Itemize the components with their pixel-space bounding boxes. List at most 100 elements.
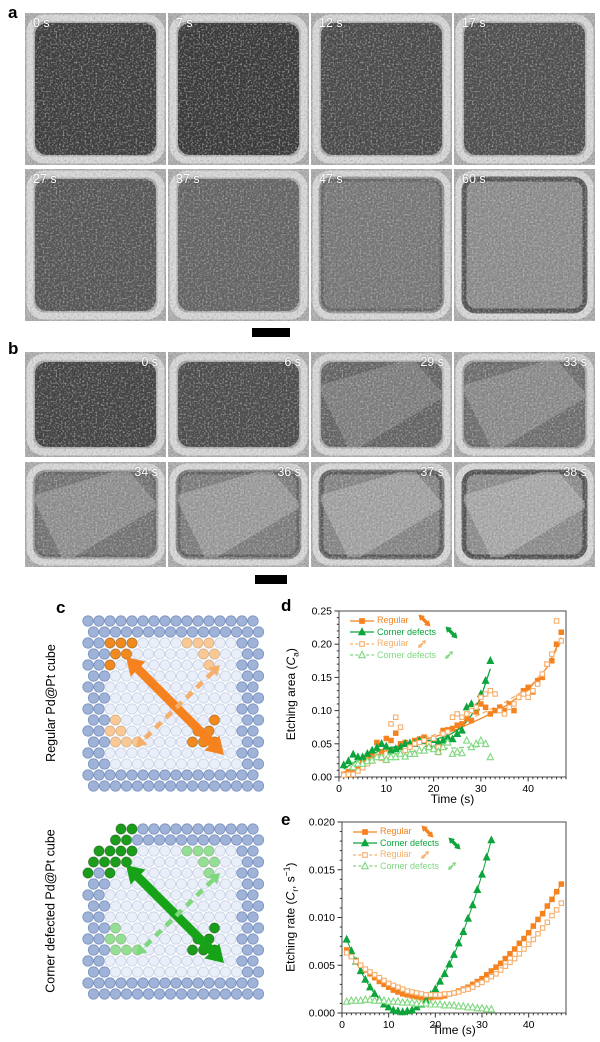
svg-text:20: 20: [428, 783, 440, 795]
tem-frame: 34 s: [25, 462, 166, 567]
tem-frame: 60 s: [454, 169, 595, 321]
svg-text:30: 30: [476, 1019, 488, 1031]
svg-text:0.15: 0.15: [312, 672, 333, 684]
legend-entry: Regular: [352, 825, 463, 838]
time-label: 29 s: [420, 355, 444, 369]
diagonal-arrow-dashed-icon: [136, 665, 220, 747]
legend-swatch-icon: [350, 627, 374, 636]
plot-d: 0 10 20 30 40 0.00 0.05 0.10 0.15 0.20 0.25 Time (s…: [312, 606, 567, 806]
time-label: 27 s: [33, 172, 57, 186]
legend-label: Regular: [377, 615, 409, 626]
time-label: 0 s: [141, 355, 158, 369]
tem-frame: 29 s: [311, 352, 452, 457]
double-arrow-icon: [418, 614, 431, 627]
tem-frame: 0 s: [25, 13, 166, 165]
legend-entry: Corner defects: [352, 837, 463, 850]
legend-label: Regular: [377, 638, 409, 649]
svg-text:0.00: 0.00: [312, 772, 333, 784]
lattice-svg: [82, 823, 265, 1000]
legend-swatch-icon: [353, 828, 377, 835]
tem-frame: 47 s: [311, 169, 452, 321]
chart-etching-area: Etching area (Ca) 0 10 20 30 40 0.00 0.05 0.10 0…: [283, 596, 600, 812]
svg-text:0.015: 0.015: [309, 864, 335, 876]
legend-label: Regular: [380, 826, 412, 837]
time-label: 34 s: [134, 465, 158, 479]
legend-entry: Corner defects: [349, 626, 460, 639]
tem-frame: 37 s: [311, 462, 452, 567]
time-label: 12 s: [319, 16, 343, 30]
svg-text:30: 30: [475, 783, 487, 795]
tem-frame: 36 s: [168, 462, 309, 567]
time-label: 37 s: [176, 172, 200, 186]
tem-frame: 17 s: [454, 13, 595, 165]
tem-frame: 7 s: [168, 13, 309, 165]
time-label: 7 s: [176, 16, 193, 30]
diagonal-arrow-dashed-icon: [136, 873, 220, 955]
scale-bar-b: [255, 575, 287, 584]
svg-text:0.10: 0.10: [312, 705, 333, 717]
x-axis-label: Time (s): [432, 1023, 476, 1037]
tem-frame: 12 s: [311, 13, 452, 165]
plot-e: 0 10 20 30 40 0.000 0.005 0.010 0.015 0.020 Time (…: [309, 817, 567, 1037]
double-arrow-icon: [445, 651, 454, 660]
cube-label-regular: Regular Pd@Pt cube: [44, 644, 58, 762]
x-axis-label: Time (s): [431, 792, 475, 806]
time-label: 60 s: [462, 172, 486, 186]
tem-frame: 38 s: [454, 462, 595, 567]
cube-schematic-defected: [80, 821, 268, 1006]
svg-text:10: 10: [380, 783, 392, 795]
svg-text:20: 20: [429, 1019, 441, 1031]
direction-arrow-solid-icon: [421, 825, 434, 838]
legend-swatch-icon: [353, 861, 377, 870]
direction-arrow-solid-icon: [418, 614, 431, 627]
svg-text:40: 40: [522, 783, 534, 795]
legend-label: Corner defects: [380, 837, 440, 848]
time-label: 6 s: [284, 355, 301, 369]
double-arrow-icon: [420, 850, 429, 859]
direction-arrow-dashed-icon: [448, 862, 457, 871]
scale-bar-a: [252, 328, 290, 337]
svg-text:0.000: 0.000: [309, 1008, 335, 1020]
tem-frame: 37 s: [168, 169, 309, 321]
svg-text:40: 40: [523, 1019, 535, 1031]
legend-entry: Corner defects: [349, 650, 460, 662]
cube-schematic-regular: [80, 613, 268, 798]
direction-arrow-solid-icon: [445, 626, 458, 639]
legend-swatch-icon: [350, 640, 374, 647]
svg-text:0.05: 0.05: [312, 738, 333, 750]
time-label: 38 s: [563, 465, 587, 479]
legend-entry: Regular: [349, 614, 460, 627]
double-arrow-icon: [421, 825, 434, 838]
legend-swatch-icon: [353, 838, 377, 847]
time-label: 33 s: [563, 355, 587, 369]
legend-label: Corner defects: [380, 860, 440, 871]
svg-text:0.25: 0.25: [312, 606, 333, 618]
double-arrow-icon: [445, 626, 458, 639]
tem-frame: 0 s: [25, 352, 166, 457]
svg-text:10: 10: [383, 1019, 395, 1031]
legend-swatch-icon: [350, 617, 374, 624]
legend-entry: Regular: [349, 638, 460, 650]
cube-label-defected: Corner defected Pd@Pt cube: [44, 829, 59, 993]
y-axis-label-e: Etching rate (Cr, s−1): [281, 862, 301, 973]
legend-entry: Regular: [352, 849, 463, 861]
direction-arrow-dashed-icon: [420, 850, 429, 859]
direction-arrow-dashed-icon: [445, 651, 454, 660]
panel-b-letter: b: [8, 339, 19, 358]
time-label: 36 s: [277, 465, 301, 479]
lattice-svg: [82, 615, 265, 792]
legend-label: Corner defects: [377, 626, 437, 637]
legend-e: Regular Corner defects Regular Corner defec…: [352, 825, 463, 872]
time-label: 17 s: [462, 16, 486, 30]
tem-frame: 27 s: [25, 169, 166, 321]
legend-swatch-icon: [350, 650, 374, 659]
svg-text:0.005: 0.005: [309, 960, 335, 972]
legend-swatch-icon: [353, 851, 377, 858]
svg-text:0: 0: [336, 783, 342, 795]
panel-c-letter: c: [56, 598, 66, 617]
direction-arrow-dashed-icon: [417, 639, 426, 648]
time-label: 37 s: [420, 465, 444, 479]
legend-d: Regular Corner defects Regular Corner defec…: [349, 614, 460, 662]
svg-text:0.020: 0.020: [309, 817, 335, 829]
